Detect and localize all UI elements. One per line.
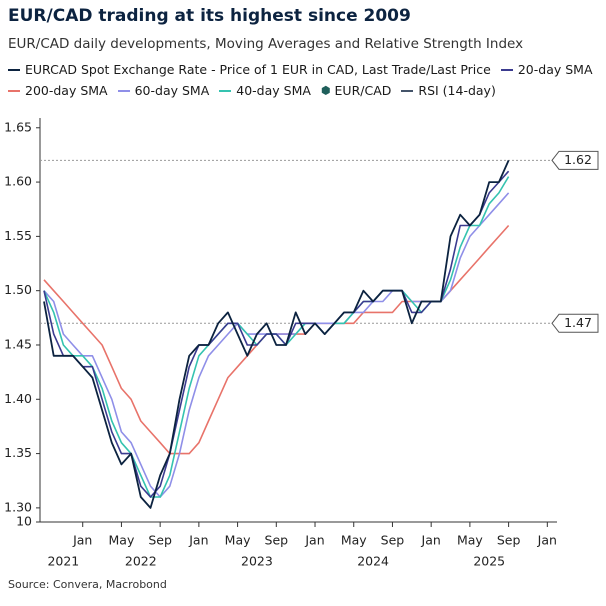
year-label: 2023: [241, 554, 273, 569]
x-tick-label: Sep: [148, 533, 172, 548]
x-tick-label: May: [109, 533, 135, 548]
series-line: [43, 160, 510, 509]
chart-title: EUR/CAD trading at its highest since 200…: [8, 6, 411, 26]
x-tick-label: Sep: [497, 533, 521, 548]
legend-label: 200-day SMA: [25, 83, 108, 98]
year-label: 2021: [47, 554, 79, 569]
y-tick-label: 1.30: [4, 499, 32, 514]
x-tick-label: May: [341, 533, 367, 548]
legend-swatch: [500, 68, 513, 71]
legend-label: RSI (14-day): [418, 83, 496, 98]
legend-swatch: [117, 89, 130, 92]
legend-item: 200-day SMA: [8, 83, 108, 98]
x-tick-label: Jan: [421, 533, 441, 548]
legend-item: 60-day SMA: [117, 83, 210, 98]
legend-label: EUR/CAD: [334, 83, 392, 98]
x-tick-label: Sep: [265, 533, 289, 548]
legend-item: 40-day SMA: [219, 83, 311, 98]
value-tag-box: [551, 313, 599, 333]
legend-swatch: [401, 89, 414, 92]
y-tick-label: 1.60: [4, 174, 32, 189]
legend-swatch: ⬢: [320, 84, 331, 97]
source-note: Source: Convera, Macrobond: [8, 578, 167, 591]
legend-swatch: [8, 89, 20, 92]
value-tag-box: [551, 150, 599, 170]
y2-tick-label: 10: [16, 514, 32, 529]
legend-label: EURCAD Spot Exchange Rate - Price of 1 E…: [25, 62, 491, 77]
x-tick-label: May: [225, 533, 251, 548]
year-label: 2025: [473, 554, 505, 569]
legend: EURCAD Spot Exchange Rate - Price of 1 E…: [8, 62, 604, 98]
legend-item: 20-day SMA: [500, 62, 593, 77]
legend-item: ⬢ EUR/CAD: [321, 83, 391, 98]
y-tick-label: 1.35: [4, 445, 32, 460]
legend-label: 60-day SMA: [134, 83, 210, 98]
year-label: 2022: [125, 554, 157, 569]
x-tick-label: May: [457, 533, 483, 548]
x-tick-label: Jan: [537, 533, 557, 548]
legend-item: RSI (14-day): [401, 83, 496, 98]
x-tick-label: Jan: [304, 533, 324, 548]
series-line: [43, 224, 510, 455]
legend-swatch: [8, 68, 20, 71]
legend-item: EURCAD Spot Exchange Rate - Price of 1 E…: [8, 62, 491, 77]
y-tick-label: 1.40: [4, 391, 32, 406]
y-tick-label: 1.65: [4, 119, 32, 134]
chart-subtitle: EUR/CAD daily developments, Moving Avera…: [8, 36, 524, 52]
x-tick-label: Sep: [381, 533, 405, 548]
value-tag-label: 1.62: [564, 152, 592, 167]
year-label: 2024: [357, 554, 389, 569]
y-tick-label: 1.55: [4, 228, 32, 243]
legend-swatch: [219, 89, 232, 92]
y-tick-label: 1.50: [4, 282, 32, 297]
legend-label: 40-day SMA: [236, 83, 311, 98]
value-tag-label: 1.47: [564, 315, 592, 330]
legend-label: 20-day SMA: [517, 62, 593, 77]
y-tick-label: 1.45: [4, 336, 32, 351]
x-tick-label: Jan: [72, 533, 92, 548]
x-tick-label: Jan: [188, 533, 208, 548]
